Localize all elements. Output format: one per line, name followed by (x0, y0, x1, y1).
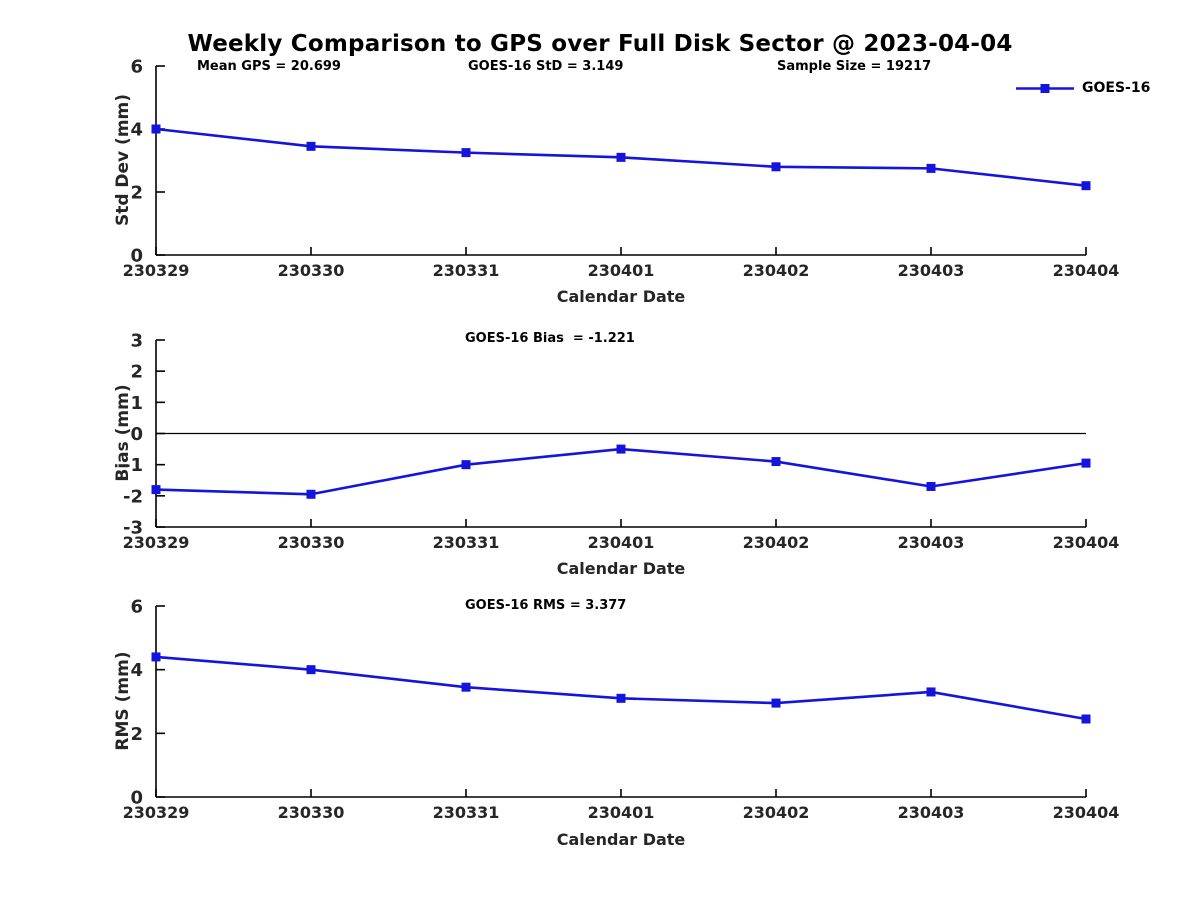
data-point-marker (926, 163, 936, 173)
x-tick-label: 230330 (278, 261, 345, 280)
data-point-marker (616, 444, 626, 454)
data-point-marker (771, 457, 781, 467)
x-tick-label: 230330 (278, 533, 345, 552)
data-point-marker (771, 698, 781, 708)
figure-title: Weekly Comparison to GPS over Full Disk … (187, 31, 1013, 57)
data-point-marker (306, 665, 316, 675)
data-point-marker (771, 162, 781, 172)
data-point-marker (151, 485, 161, 495)
data-line (155, 655, 1087, 721)
x-tick-label: 230329 (123, 261, 190, 280)
x-tick-label: 230403 (898, 533, 965, 552)
y-tick-label: 2 (130, 724, 143, 745)
x-tick-label: 230401 (588, 803, 655, 822)
x-tick-label: 230403 (898, 261, 965, 280)
x-tick-label: 230402 (743, 803, 810, 822)
y-tick-label: 2 (130, 362, 143, 383)
data-point-marker (926, 687, 936, 697)
data-point-marker (151, 124, 161, 134)
y-tick-label: 6 (130, 57, 143, 78)
x-tick-label: 230331 (433, 803, 500, 822)
y-tick-label: 1 (130, 393, 143, 414)
annotation-sample-size: Sample Size = 19217 (777, 59, 932, 74)
data-point-marker (461, 682, 471, 692)
x-tick-label: 230404 (1053, 533, 1120, 552)
data-line (155, 447, 1087, 496)
y-tick-label: -2 (123, 486, 143, 507)
data-point-marker (151, 652, 161, 662)
data-point-marker (1081, 714, 1091, 724)
x-tick-label: 230401 (588, 261, 655, 280)
x-tick-label: 230330 (278, 803, 345, 822)
data-point-marker (306, 489, 316, 499)
x-axis-label-subplot2: Calendar Date (556, 559, 686, 578)
annotation-goes16-rms: GOES-16 RMS = 3.377 (465, 598, 627, 613)
annotation-mean-gps: Mean GPS = 20.699 (197, 59, 341, 74)
y-tick-label: 2 (130, 183, 143, 204)
y-tick-label: 0 (130, 246, 143, 267)
data-point-marker (616, 152, 626, 162)
y-tick-label: 4 (130, 660, 143, 681)
y-tick-label: 3 (130, 331, 143, 352)
legend: GOES-16 (1016, 81, 1150, 95)
x-tick-label: 230404 (1053, 261, 1120, 280)
y-tick-label: 4 (130, 120, 143, 141)
x-tick-label: 230404 (1053, 803, 1120, 822)
legend-line-icon (1016, 83, 1074, 93)
data-point-marker (616, 693, 626, 703)
x-axis-label-subplot3: Calendar Date (556, 830, 686, 849)
x-tick-label: 230401 (588, 533, 655, 552)
data-point-marker (926, 481, 936, 491)
x-tick-label: 230402 (743, 533, 810, 552)
x-tick-label: 230329 (123, 803, 190, 822)
x-tick-label: 230403 (898, 803, 965, 822)
legend-label: GOES-16 (1082, 80, 1151, 96)
annotation-goes16-bias: GOES-16 Bias = -1.221 (465, 331, 635, 346)
data-point-marker (1081, 458, 1091, 468)
y-tick-label: -3 (123, 518, 143, 539)
x-axis-label-subplot1: Calendar Date (556, 287, 686, 306)
x-tick-label: 230331 (433, 533, 500, 552)
y-tick-label: 0 (130, 788, 143, 809)
y-tick-label: 6 (130, 597, 143, 618)
data-point-marker (461, 460, 471, 470)
data-point-marker (461, 148, 471, 158)
x-tick-label: 230329 (123, 533, 190, 552)
y-tick-label: 0 (130, 424, 143, 445)
y-tick-label: -1 (123, 455, 143, 476)
data-point-marker (1081, 181, 1091, 191)
x-tick-label: 230331 (433, 261, 500, 280)
annotation-goes16-std: GOES-16 StD = 3.149 (468, 59, 624, 74)
data-point-marker (306, 141, 316, 151)
x-tick-label: 230402 (743, 261, 810, 280)
